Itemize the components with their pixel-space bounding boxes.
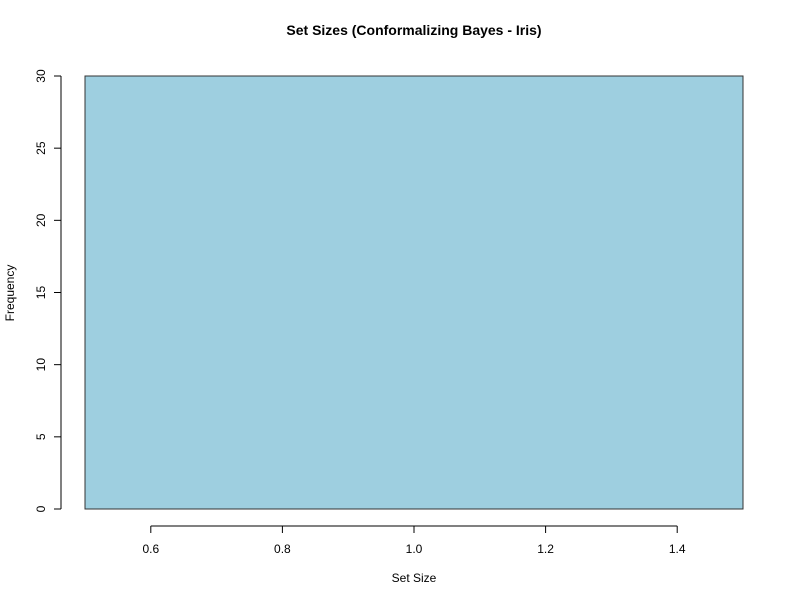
histogram-bar	[84, 75, 744, 510]
chart-title: Set Sizes (Conformalizing Bayes - Iris)	[286, 22, 541, 38]
x-tick-label: 1.2	[537, 542, 554, 556]
x-tick-label: 1.0	[406, 542, 423, 556]
y-tick-label: 20	[34, 213, 48, 227]
y-axis-label: Frequency	[3, 265, 17, 322]
y-tick-label: 30	[34, 69, 48, 83]
x-axis-label: Set Size	[392, 571, 437, 585]
y-tick-label: 15	[34, 286, 48, 300]
x-tick-label: 0.6	[142, 542, 159, 556]
bars-layer	[84, 75, 744, 510]
y-tick-label: 25	[34, 141, 48, 155]
y-axis: 0 5 10 15 20 25 30	[34, 69, 62, 512]
x-tick-label: 1.4	[669, 542, 686, 556]
y-tick-label: 10	[34, 358, 48, 372]
x-tick-label: 0.8	[274, 542, 291, 556]
y-tick-label: 0	[34, 505, 48, 512]
y-tick-label: 5	[34, 433, 48, 440]
x-axis: 0.6 0.8 1.0 1.2 1.4	[142, 525, 686, 556]
